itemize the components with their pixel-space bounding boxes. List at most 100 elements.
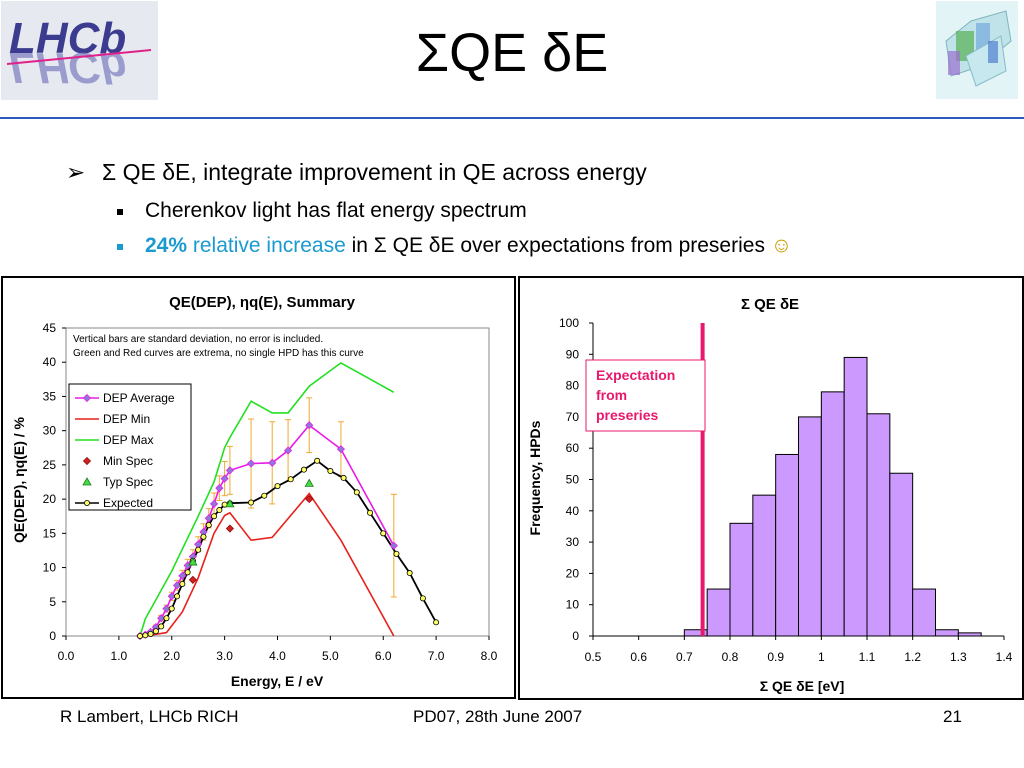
histogram-bar (752, 494, 777, 637)
expected-point (380, 530, 387, 537)
x-tick-label: 1.4 (996, 650, 1013, 664)
y-tick-label: 100 (559, 316, 579, 330)
expected-point (248, 499, 255, 506)
legend-label: Expected (103, 496, 153, 510)
legend-marker (82, 477, 92, 486)
bullet-sub-2-rest: in Σ QE δE over expectations from preser… (345, 234, 765, 257)
dep-average-point (157, 614, 166, 623)
expected-point (406, 570, 413, 577)
expected-point (419, 595, 426, 602)
y-tick-label: 60 (566, 441, 580, 455)
expectation-callout (585, 359, 706, 432)
min-spec-point (305, 495, 314, 504)
expected-point (211, 513, 218, 520)
expected-point (195, 546, 202, 553)
bullet-main: Σ QE δE, integrate improvement in QE acr… (102, 159, 647, 185)
x-tick-label: 0.7 (676, 650, 693, 664)
x-tick-label: 0.9 (767, 650, 784, 664)
min-spec-point (225, 524, 234, 533)
dep-average-point (225, 466, 234, 475)
expected-point (174, 593, 181, 600)
legend-marker (84, 499, 91, 506)
x-tick-label: 1.0 (111, 649, 128, 663)
dep-average-point (215, 484, 224, 493)
typ-spec-point (225, 499, 235, 508)
y-tick-label: 0 (572, 629, 579, 643)
expected-point (168, 605, 175, 612)
histogram-bar (912, 588, 936, 637)
lhcb-logo: LHCb LHCb (1, 1, 158, 100)
qe-summary-chart-panel: QE(DEP), ηq(E), Summary Energy, E / eV Q… (1, 276, 516, 699)
histogram-bar (820, 391, 845, 637)
expected-point (340, 474, 347, 481)
chart-title: QE(DEP), ηq(E), Summary (169, 294, 356, 311)
y-tick-label: 10 (43, 561, 57, 575)
histogram-bar (775, 453, 800, 637)
expected-point (216, 507, 223, 514)
footer-date: PD07, 28th June 2007 (413, 707, 583, 726)
bullet-sub-2: 24% relative increase in Σ QE δE over ex… (145, 234, 792, 258)
x-tick-label: 0.0 (58, 649, 75, 663)
bullet-sub-1: Cherenkov light has flat energy spectrum (145, 199, 527, 222)
expected-point (158, 623, 165, 630)
detector-graphic (936, 1, 1018, 99)
legend-label: Min Spec (103, 454, 153, 468)
chart-annotation: Vertical bars are standard deviation, no… (73, 334, 323, 345)
highlight-percentage: 24% (145, 234, 188, 257)
histogram-bar (866, 413, 891, 637)
histogram-bar (843, 356, 868, 637)
histogram-bar (935, 629, 959, 637)
legend-label: Typ Spec (103, 475, 153, 489)
min-spec-point (188, 575, 197, 584)
square-bullet-icon (117, 244, 123, 250)
slide-title: ΣQE δE (415, 23, 609, 83)
footer-author: R Lambert, LHCb RICH (60, 707, 239, 726)
x-tick-label: 0.6 (630, 650, 647, 664)
dep-average-point (167, 592, 176, 601)
legend-label: DEP Max (103, 433, 153, 447)
dep-average-point (220, 474, 229, 483)
expected-point (137, 632, 144, 639)
dep-min-line (145, 492, 395, 637)
typ-spec-point (304, 478, 314, 487)
dep-average-point (162, 604, 171, 613)
histogram-bar (889, 472, 914, 637)
legend: DEP Average DEP Min DEP Max Min Spec Typ Spe… (68, 383, 192, 511)
x-tick-label: 0.5 (585, 650, 602, 664)
x-tick-label: 4.0 (269, 649, 286, 663)
chart-title: Σ QE δE (741, 296, 799, 313)
expected-point (147, 630, 154, 637)
expected-point (367, 509, 374, 516)
histogram-bar (798, 416, 822, 637)
expected-point (205, 522, 212, 529)
y-axis-label: Frequency, HPDs (527, 420, 543, 535)
y-tick-label: 30 (43, 424, 57, 438)
dep-average-point (268, 458, 277, 467)
expected-point (314, 457, 321, 464)
expected-point (300, 466, 307, 473)
expected-point (327, 468, 334, 475)
dep-average-point (305, 421, 314, 430)
expected-point (184, 569, 191, 576)
square-bullet-icon (117, 209, 123, 215)
histogram-bar (706, 588, 731, 637)
histogram-chart: Σ QE δE Σ QE δE [eV] Frequency, HPDs 010… (527, 296, 1013, 694)
y-tick-label: 0 (49, 629, 56, 643)
x-tick-label: 6.0 (375, 649, 392, 663)
x-tick-label: 3.0 (216, 649, 233, 663)
y-axis-label: QE(DEP), ηq(E) / % (11, 416, 27, 543)
expected-point (274, 483, 281, 490)
legend-label: DEP Min (103, 412, 150, 426)
typ-spec-point (188, 557, 198, 566)
x-tick-label: 8.0 (481, 649, 498, 663)
smiley-icon: ☺ (770, 234, 793, 257)
legend-box (68, 383, 192, 511)
expected-point (433, 619, 440, 626)
expected-point (152, 628, 159, 635)
x-tick-label: 1 (818, 650, 825, 664)
dep-average-point (204, 514, 213, 523)
x-tick-label: 1.3 (950, 650, 967, 664)
svg-text:LHCb: LHCb (9, 43, 126, 92)
y-tick-label: 80 (566, 379, 580, 393)
chart-annotation: Green and Red curves are extrema, no sin… (73, 348, 364, 359)
